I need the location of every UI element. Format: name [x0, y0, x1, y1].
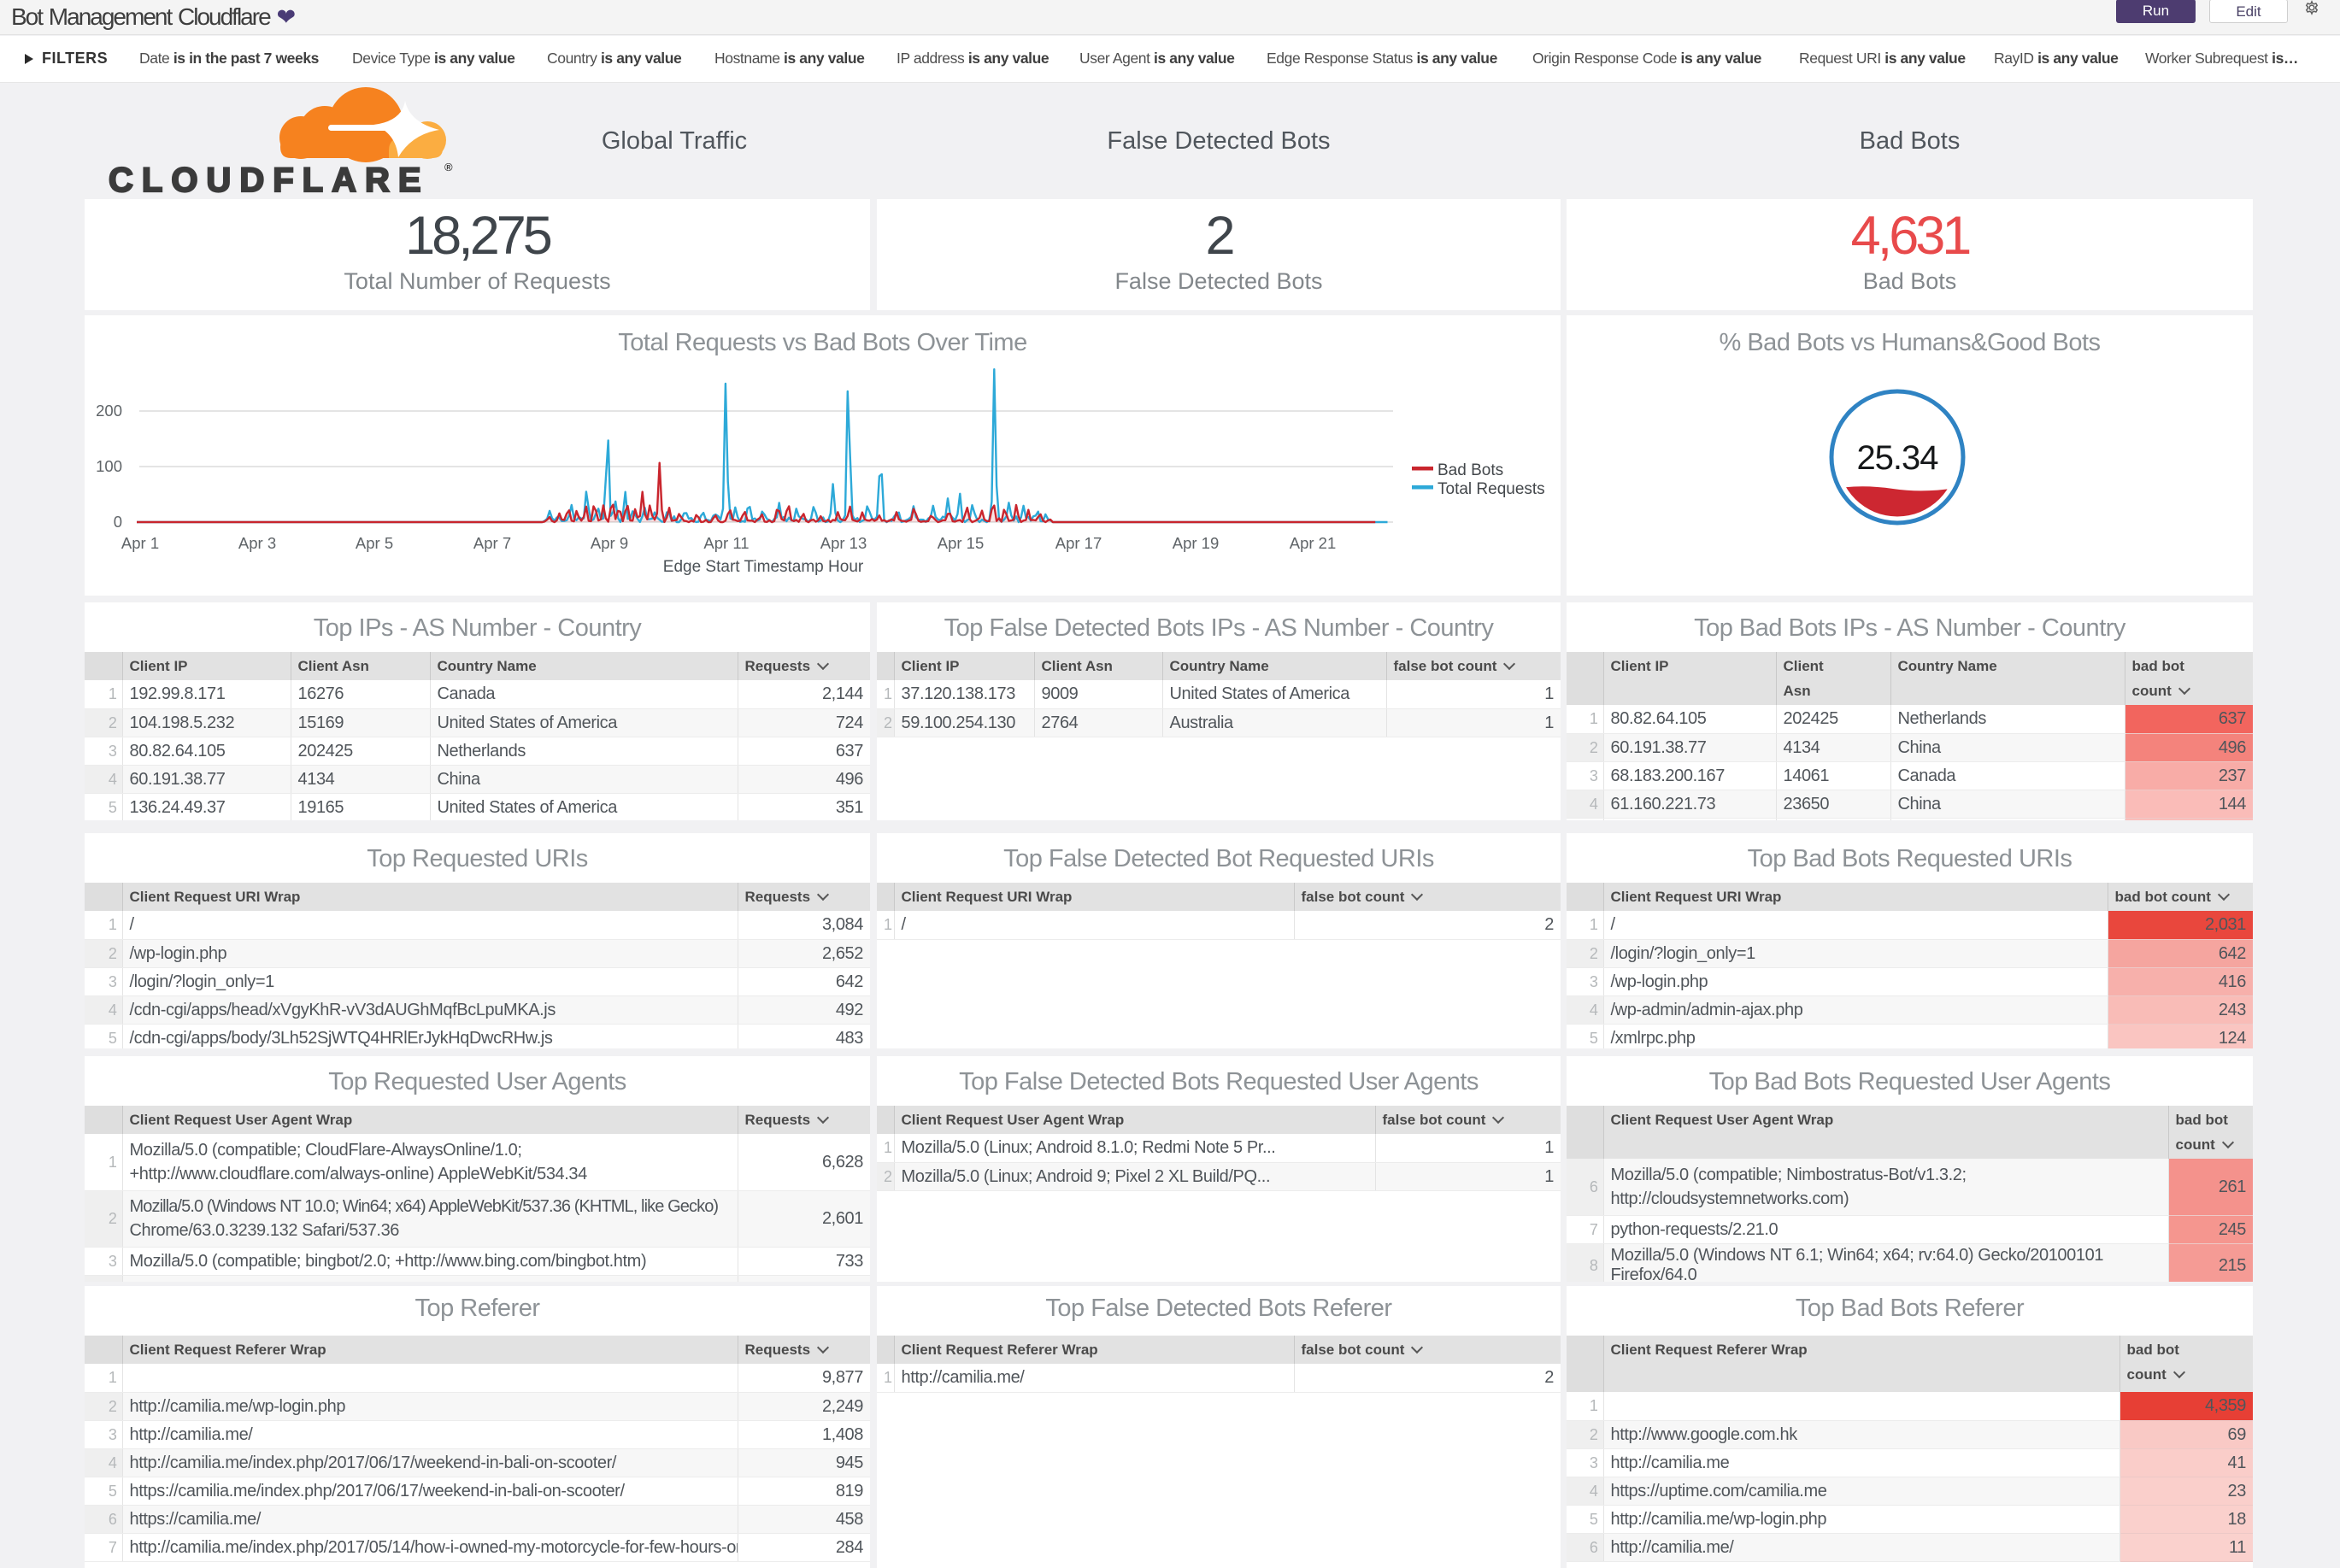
svg-text:Apr 11: Apr 11 [703, 534, 749, 552]
svg-text:Edge Start Timestamp Hour: Edge Start Timestamp Hour [663, 558, 864, 576]
svg-text:0: 0 [114, 513, 122, 531]
svg-text:®: ® [444, 161, 453, 173]
svg-text:Apr 17: Apr 17 [1055, 534, 1102, 552]
svg-text:100: 100 [96, 457, 122, 475]
svg-text:CLOUDFLARE: CLOUDFLARE [109, 161, 430, 199]
svg-text:Apr 1: Apr 1 [121, 534, 159, 552]
svg-text:Apr 7: Apr 7 [473, 534, 511, 552]
svg-text:Apr 9: Apr 9 [591, 534, 628, 552]
svg-text:Apr 19: Apr 19 [1173, 534, 1220, 552]
svg-text:Apr 15: Apr 15 [938, 534, 985, 552]
svg-text:Apr 3: Apr 3 [238, 534, 276, 552]
svg-text:200: 200 [96, 402, 122, 420]
svg-text:Apr 13: Apr 13 [820, 534, 867, 552]
svg-text:25.34: 25.34 [1856, 439, 1938, 477]
svg-text:Apr 21: Apr 21 [1290, 534, 1337, 552]
svg-text:Total Requests: Total Requests [1438, 480, 1545, 498]
svg-text:Apr 5: Apr 5 [356, 534, 393, 552]
svg-text:Bad Bots: Bad Bots [1438, 461, 1503, 479]
